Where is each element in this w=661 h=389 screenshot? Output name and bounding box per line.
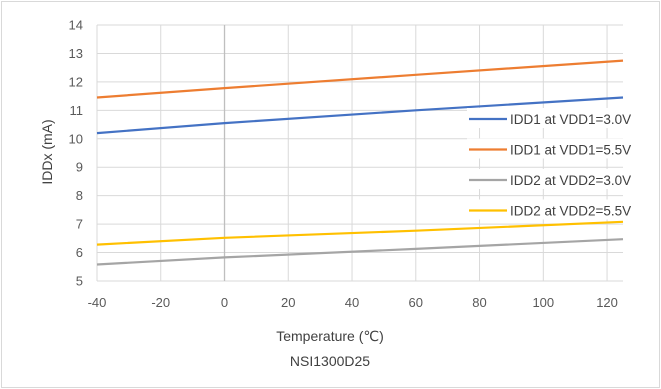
legend-item-bg: [467, 169, 657, 189]
legend-label-3: IDD2 at VDD2=3.0V: [510, 173, 631, 188]
legend-label-2: IDD1 at VDD1=5.5V: [510, 143, 631, 158]
x-tick-label: 100: [532, 295, 554, 310]
y-tick-label: 6: [76, 245, 83, 260]
y-axis-ticks: 5 6 7 8 9 10 11 12 13 14: [69, 18, 83, 289]
legend-label-1: IDD1 at VDD1=3.0V: [510, 112, 631, 127]
x-tick-label: -20: [151, 295, 170, 310]
y-tick-label: 14: [69, 18, 83, 33]
x-axis-ticks: -40 -20 0 20 40 60 80 100 120: [88, 295, 618, 310]
series-lines: [96, 59, 624, 266]
legend-item-bg: [467, 138, 657, 159]
legend: IDD1 at VDD1=3.0V IDD1 at VDD1=5.5V IDD2 a…: [467, 108, 657, 220]
y-axis-title: IDDx (mA): [39, 119, 55, 184]
y-tick-label: 7: [76, 217, 83, 232]
y-tick-label: 13: [69, 46, 83, 61]
y-tick-label: 11: [70, 103, 84, 118]
series-line-4: [96, 220, 624, 246]
legend-item-bg: [467, 199, 657, 220]
x-tick-label: 60: [409, 295, 423, 310]
y-tick-label: 5: [76, 274, 83, 289]
x-tick-label: 0: [221, 295, 228, 310]
y-tick-label: 8: [76, 188, 83, 203]
series-line-1: [96, 96, 624, 135]
legend-item-bg: [467, 108, 657, 128]
x-axis-title: Temperature (℃): [276, 328, 384, 344]
chart-title: NSI1300D25: [290, 353, 370, 369]
y-tick-label: 9: [76, 160, 83, 175]
series-line-2: [96, 59, 624, 99]
x-tick-label: 20: [281, 295, 295, 310]
series-line-3: [96, 238, 624, 266]
x-tick-label: 40: [345, 295, 359, 310]
x-tick-label: 120: [596, 295, 618, 310]
x-tick-label: 80: [472, 295, 486, 310]
legend-label-4: IDD2 at VDD2=5.5V: [510, 204, 631, 219]
y-tick-label: 10: [69, 131, 83, 146]
x-tick-label: -40: [88, 295, 107, 310]
y-tick-label: 12: [69, 74, 83, 89]
